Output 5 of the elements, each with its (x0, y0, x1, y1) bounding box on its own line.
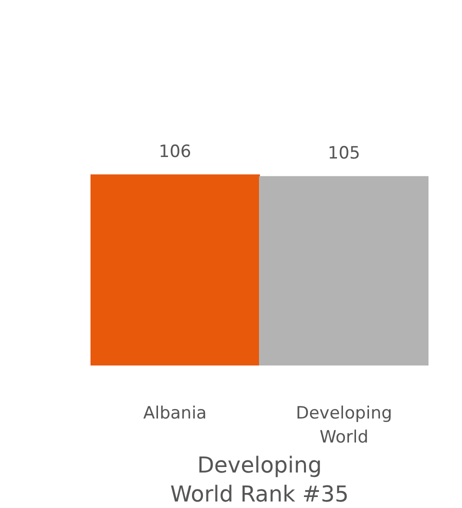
text: Developing World Rank #35 (170, 454, 349, 508)
x-tick-label: Developing World (296, 404, 392, 448)
data-label: 105 (328, 144, 360, 164)
data-label: 106 (158, 142, 192, 162)
x-tick-label: Albania (143, 404, 207, 424)
